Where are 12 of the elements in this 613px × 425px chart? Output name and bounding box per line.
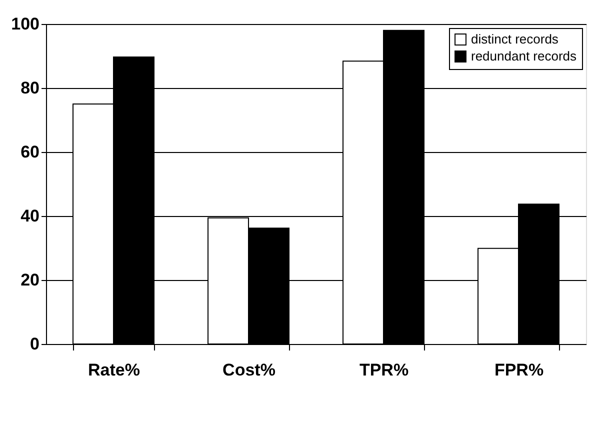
- legend-label: distinct records: [471, 32, 559, 46]
- y-tick-label: 0: [30, 334, 40, 354]
- x-tick-label: Cost%: [222, 360, 276, 380]
- y-tick-label: 20: [20, 270, 40, 290]
- legend-label: redundant records: [471, 48, 578, 64]
- x-tick-label: FPR%: [494, 360, 544, 380]
- y-tick-label: 80: [20, 78, 40, 98]
- x-tick-label: Rate%: [88, 360, 140, 380]
- y-tick-label: 100: [11, 14, 40, 34]
- y-tick-label: 60: [20, 142, 40, 162]
- y-tick-label: 40: [20, 206, 40, 226]
- x-tick-label: TPR%: [359, 360, 409, 380]
